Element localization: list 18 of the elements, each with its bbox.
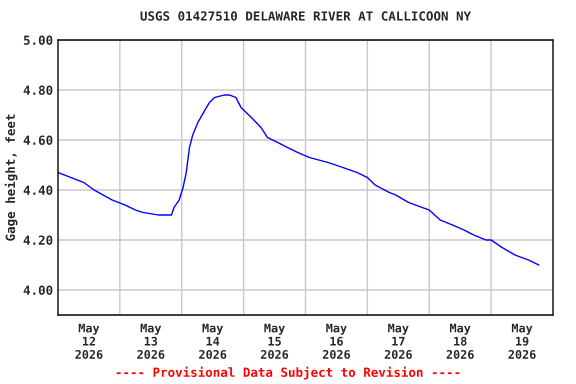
text: ---- Provisional Data Subject to Revision ---- bbox=[116, 366, 460, 380]
x-tick-label: May 14 2026 bbox=[199, 324, 226, 359]
y-tick-label: 4.40 bbox=[24, 185, 52, 195]
x-tick-label: May 19 2026 bbox=[508, 324, 536, 359]
y-axis-title: Gage height, feet bbox=[4, 114, 18, 241]
y-tick-label: 4.60 bbox=[24, 135, 52, 145]
x-tick-label: May 17 2026 bbox=[384, 324, 412, 359]
y-tick-label: 4.80 bbox=[24, 85, 52, 95]
x-tick-label: May 18 2026 bbox=[446, 324, 474, 359]
y-tick-label: 5.00 bbox=[24, 35, 52, 45]
x-tick-label: May 13 2026 bbox=[137, 324, 164, 359]
chart-title: USGS 01427510 DELAWARE RIVER AT CALLICOON NY bbox=[140, 11, 472, 21]
x-tick-label: May 16 2026 bbox=[322, 324, 350, 359]
x-tick-label: May 12 2026 bbox=[75, 324, 103, 359]
y-tick-label: 4.00 bbox=[24, 285, 52, 295]
y-tick-label: 4.20 bbox=[24, 235, 52, 245]
x-tick-label: May 15 2026 bbox=[261, 324, 288, 359]
line-series bbox=[58, 94, 540, 266]
